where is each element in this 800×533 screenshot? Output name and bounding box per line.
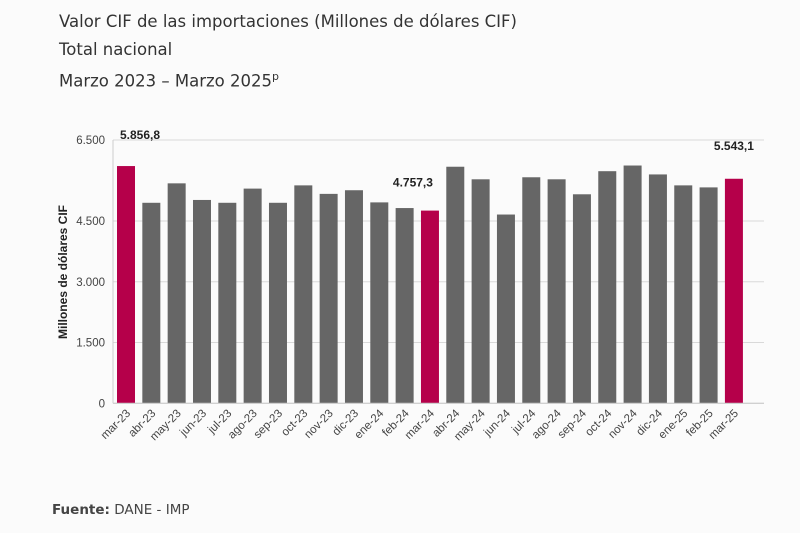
x-tick-label: sep-24 — [556, 407, 590, 441]
bar-nov-23 — [319, 193, 338, 404]
bar-mar-23 — [117, 166, 135, 404]
data-label-mar-23: 5.856,8 — [120, 128, 160, 142]
bar-abr-23 — [142, 202, 161, 404]
x-tick-label: ene-25 — [657, 408, 691, 442]
bar-sep-23 — [268, 202, 287, 404]
preliminary-mark: p — [272, 70, 279, 83]
bar-mar-24 — [420, 210, 439, 404]
y-tick-label: 0 — [99, 398, 105, 410]
bar-may-23 — [167, 183, 186, 404]
bar-ago-23 — [243, 188, 262, 404]
chart-period-text: Marzo 2023 – Marzo 2025 — [59, 71, 272, 91]
bar-sep-24 — [572, 194, 591, 404]
chart-period: Marzo 2023 – Marzo 2025p — [59, 70, 279, 91]
x-tick-label: ene-24 — [353, 407, 387, 441]
source-note: Fuente: DANE - IMP — [52, 502, 189, 518]
bar-oct-23 — [294, 185, 313, 404]
x-tick-label: nov-24 — [606, 407, 640, 441]
data-label-mar-25: 5.543,1 — [714, 139, 754, 153]
bar-may-24 — [471, 179, 490, 404]
x-tick-label: sep-23 — [252, 408, 285, 441]
x-tick-label: nov-23 — [302, 408, 335, 441]
bar-dic-23 — [344, 190, 363, 404]
bar-dic-24 — [648, 174, 667, 404]
bar-mar-25 — [724, 178, 743, 404]
bar-nov-24 — [623, 165, 642, 404]
bar-abr-24 — [446, 166, 465, 404]
bar-feb-25 — [699, 187, 718, 404]
y-tick-label: 4.500 — [76, 216, 105, 228]
data-label-mar-24: 4.757,3 — [393, 176, 433, 190]
bar-oct-24 — [598, 171, 617, 404]
y-tick-label: 6.500 — [76, 135, 105, 147]
x-tick-label: jun-23 — [177, 408, 209, 440]
chart-subtitle: Total nacional — [59, 40, 173, 59]
bar-jun-23 — [192, 199, 211, 404]
bar-ene-25 — [674, 185, 693, 404]
y-axis-title: Millones de dólares CIF — [56, 205, 70, 339]
bar-ago-24 — [547, 179, 566, 404]
bar-jun-24 — [496, 214, 515, 404]
y-tick-label: 3.000 — [76, 277, 105, 289]
bar-jul-24 — [522, 177, 541, 404]
y-tick-label: 1.500 — [76, 338, 105, 350]
x-tick-label: mar-23 — [99, 408, 133, 442]
bar-chart: 0 1.500 3.000 4.500 6.500 Millones de dólares… — [56, 128, 764, 443]
x-tick-label: jun-24 — [481, 407, 513, 439]
bar-feb-24 — [395, 208, 414, 404]
bar-ene-24 — [370, 202, 389, 404]
bar-jul-23 — [218, 202, 237, 404]
source-value: DANE - IMP — [114, 502, 190, 518]
chart-title: Valor CIF de las importaciones (Millones… — [59, 12, 517, 31]
source-label: Fuente: — [52, 502, 110, 518]
